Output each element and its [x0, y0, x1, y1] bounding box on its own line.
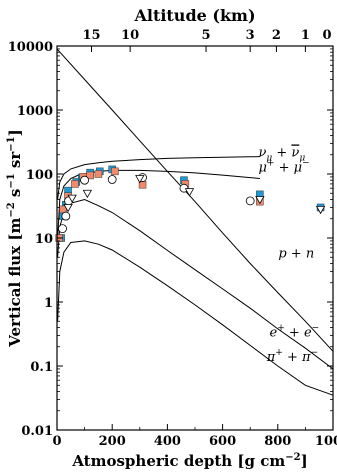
curve-label-mid: + [274, 160, 293, 175]
curve-label-sup2: − [312, 323, 320, 333]
ylabel-exp1: −2 [6, 202, 17, 217]
curve-label-mid: + [283, 350, 302, 365]
altitude-tick-label: 0 [322, 28, 331, 43]
series-line-2 [57, 169, 260, 239]
ylabel-mid2: sr [6, 151, 24, 174]
curve-label-sup: + [277, 323, 285, 333]
marker-circle-open-4 [107, 175, 117, 184]
ylabel-prefix: Vertical flux [m [6, 218, 24, 348]
y-axis-title: Vertical flux [m−2 s−1 sr−1] [6, 129, 24, 347]
series-line-0 [56, 48, 334, 352]
altitude-tick-label: 2 [272, 28, 281, 43]
curve-label-sup2: − [311, 348, 319, 358]
altitude-tick-label: 5 [202, 28, 211, 43]
marker-square-salmon-5 [86, 171, 94, 180]
ylabel-exp2: −1 [6, 173, 17, 188]
x-tick-label: 600 [209, 434, 236, 449]
curve-label-base2: μ [294, 160, 302, 175]
curve-label-sub2: μ [299, 153, 305, 163]
y-tick-label: 0.01 [21, 424, 53, 439]
curve-label-base2: e [304, 325, 312, 340]
marker-circle-open-3 [80, 175, 89, 185]
marker-circle-open-1 [61, 211, 71, 221]
x-tick-label: 1000 [315, 434, 337, 449]
curve-label-base: e [270, 325, 278, 340]
xlabel-suffix: ] [301, 452, 308, 470]
altitude-tick-label: 10 [121, 28, 139, 43]
x-tick-label: 400 [154, 434, 181, 449]
marker-triangle-open-3 [135, 175, 145, 184]
curve-label-base2: π [301, 350, 311, 365]
x-axis-title: Atmospheric depth [g cm−2] [71, 452, 307, 470]
altitude-tick-label: 3 [246, 28, 255, 43]
ylabel-exp3: −1 [6, 136, 17, 151]
curve-label-sup: + [267, 158, 275, 168]
curve-label-mid: + [285, 325, 304, 340]
marker-circle-open-7 [245, 196, 255, 206]
y-tick-label: 1000 [17, 104, 53, 119]
marker-triangle-open-6 [315, 205, 326, 215]
ylabel-mid1: s [6, 189, 24, 203]
y-tick-label: 10 [35, 232, 53, 247]
plot-content [55, 48, 334, 396]
altitude-tick-label: 15 [82, 28, 100, 43]
curve-label-3: e+ + e− [270, 323, 320, 340]
marker-square-salmon-7 [111, 167, 119, 176]
y-tick-label: 10000 [8, 40, 53, 55]
curve-label-mid: + [272, 145, 291, 160]
series-line-4 [57, 240, 334, 396]
top-axis-title: Altitude (km) [133, 6, 255, 25]
marker-triangle-open-1 [67, 194, 77, 203]
curve-label-base2: ν [291, 145, 299, 160]
xlabel-prefix: Atmospheric depth [g cm [71, 452, 285, 470]
marker-square-salmon-3 [71, 180, 79, 188]
x-tick-label: 200 [99, 434, 126, 449]
curve-label-base: π [266, 350, 276, 365]
marker-square-salmon-6 [94, 170, 103, 178]
x-tick-label: 0 [52, 434, 61, 449]
curve-label-base: ν [258, 145, 266, 160]
curve-label-sup2: − [302, 158, 310, 168]
ylabel-suffix: ] [6, 129, 24, 136]
curve-label-1: μ+ + μ− [258, 158, 309, 175]
series-line-1 [57, 156, 260, 200]
svg-text:Vertical flux [m−2 s−1 sr−1]: Vertical flux [m−2 s−1 sr−1] [6, 129, 24, 347]
curve-label-sub: μ [266, 153, 272, 163]
marker-triangle-open-0 [63, 204, 73, 213]
marker-triangle-open-2 [82, 189, 93, 199]
marker-circle-open-0 [58, 224, 67, 234]
curve-label-0: νμ + νμ [258, 145, 305, 163]
curve-label-base: μ [258, 160, 266, 175]
curve-label-4: π+ + π− [266, 348, 318, 365]
altitude-tick-label: 1 [301, 28, 310, 43]
curve-label-2: p + n [278, 246, 314, 261]
xlabel-exp: −2 [285, 452, 300, 463]
y-tick-label: 100 [26, 168, 53, 183]
marker-triangle-open-5 [255, 196, 265, 205]
x-tick-label: 800 [264, 434, 291, 449]
curve-label-sup: + [275, 348, 283, 358]
marker-triangle-open-4 [184, 188, 195, 197]
y-tick-label: 0.1 [30, 360, 53, 375]
y-tick-label: 1 [44, 296, 53, 311]
